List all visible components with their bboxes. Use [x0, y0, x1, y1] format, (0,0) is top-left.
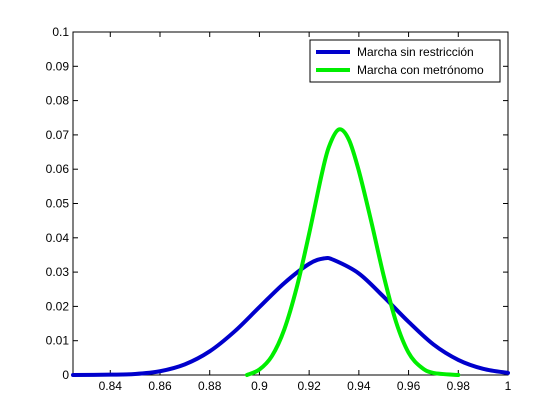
y-tick-label: 0.1 — [52, 25, 69, 39]
x-tick-label: 0.88 — [198, 379, 222, 393]
x-tick-label: 0.96 — [397, 379, 421, 393]
y-tick-label: 0.02 — [46, 299, 70, 313]
x-tick-label: 1 — [505, 379, 512, 393]
legend: Marcha sin restricción Marcha con metróno… — [309, 39, 501, 83]
x-axis: 0.84 0.86 0.88 0.9 0.92 0.94 0.96 0.98 1 — [99, 32, 512, 393]
y-tick-label: 0.01 — [46, 334, 70, 348]
series-line-2 — [245, 127, 461, 377]
x-tick-label: 0.94 — [347, 379, 371, 393]
legend-label: Marcha sin restricción — [357, 45, 474, 59]
x-tick-label: 0.86 — [148, 379, 172, 393]
x-tick-label: 0.84 — [99, 379, 123, 393]
plot-area — [72, 31, 509, 376]
x-tick-label: 0.98 — [447, 379, 471, 393]
y-tick-label: 0.09 — [46, 59, 70, 73]
series-line-1 — [71, 255, 510, 377]
y-axis: 0 0.01 0.02 0.03 0.04 0.05 0.06 0.07 0.08 0.09 0.1 — [46, 25, 508, 382]
y-tick-label: 0.03 — [46, 265, 70, 279]
y-tick-label: 0.05 — [46, 197, 70, 211]
y-tick-label: 0.07 — [46, 128, 70, 142]
x-tick-label: 0.9 — [251, 379, 268, 393]
y-tick-label: 0 — [62, 368, 69, 382]
x-tick-label: 0.92 — [297, 379, 321, 393]
y-tick-label: 0.08 — [46, 94, 70, 108]
legend-box — [309, 39, 501, 83]
y-tick-label: 0.04 — [46, 231, 70, 245]
y-tick-label: 0.06 — [46, 162, 70, 176]
series-layer — [71, 127, 510, 377]
legend-label: Marcha con metrónomo — [357, 63, 484, 77]
